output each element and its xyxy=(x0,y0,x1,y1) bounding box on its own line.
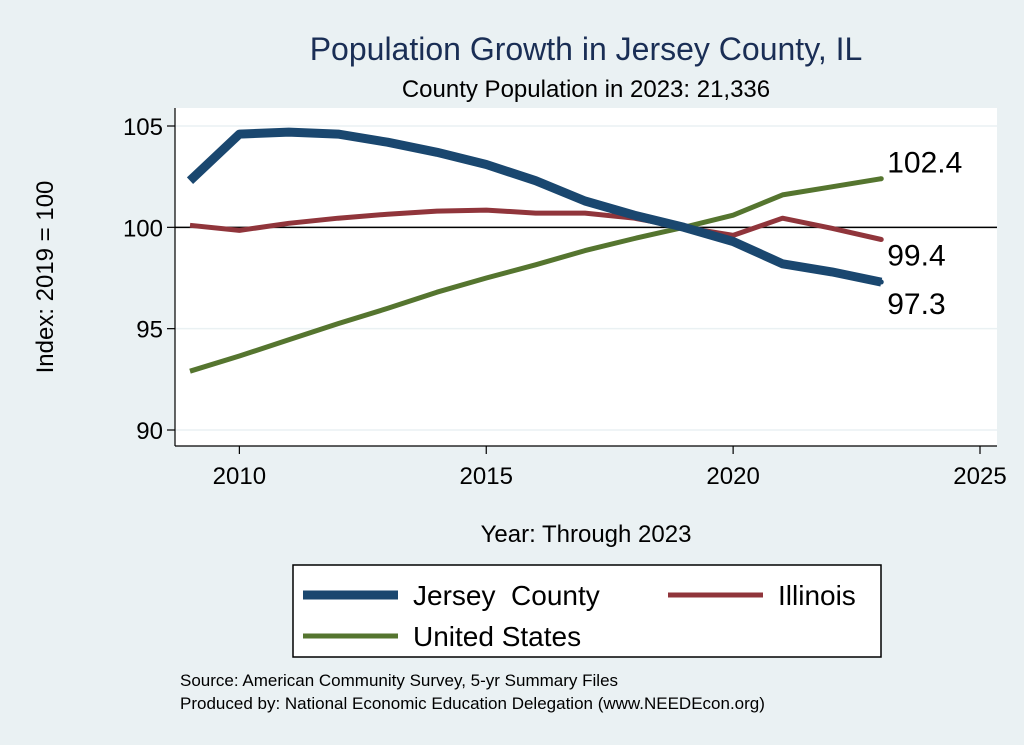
legend-label-illinois: Illinois xyxy=(778,580,856,611)
series-lines xyxy=(186,127,883,374)
legend-label-united-states: United States xyxy=(413,621,581,652)
end-label-jersey-county: 97.3 xyxy=(887,288,945,321)
chart-title: Population Growth in Jersey County, IL xyxy=(310,31,863,67)
x-tick-label-2010: 2010 xyxy=(213,463,266,490)
series-line-jersey-county xyxy=(186,127,883,287)
y-tick-label-90: 90 xyxy=(136,418,163,445)
end-label-illinois: 99.4 xyxy=(887,239,945,272)
y-tick-label-100: 100 xyxy=(123,215,163,242)
series-line-illinois xyxy=(189,207,882,242)
end-marker-jersey-county xyxy=(878,279,884,285)
y-tick-label-105: 105 xyxy=(123,114,163,141)
axes: 90 95 100 105 2010 2015 2020 2025 xyxy=(123,108,1007,490)
legend-items: Jersey County Illinois United States xyxy=(303,580,856,652)
produced-by-note: Produced by: National Economic Education… xyxy=(180,694,765,713)
end-marker-united-states xyxy=(878,176,884,182)
series-line-united-states xyxy=(189,176,882,374)
x-axis-label: Year: Through 2023 xyxy=(481,521,692,548)
x-tick-label-2020: 2020 xyxy=(706,463,759,490)
x-tick-label-2015: 2015 xyxy=(460,463,513,490)
y-axis-label: Index: 2019 = 100 xyxy=(32,181,59,374)
x-tick-label-2025: 2025 xyxy=(953,463,1006,490)
y-tick-label-95: 95 xyxy=(136,317,163,344)
end-label-united-states: 102.4 xyxy=(887,147,962,180)
chart-subtitle: County Population in 2023: 21,336 xyxy=(402,76,770,103)
legend xyxy=(292,564,882,658)
end-labels: 97.3 99.4 102.4 xyxy=(878,147,962,321)
legend-label-jersey-county: Jersey County xyxy=(413,580,600,611)
source-note: Source: American Community Survey, 5-yr … xyxy=(180,671,618,690)
end-marker-illinois xyxy=(878,236,884,242)
